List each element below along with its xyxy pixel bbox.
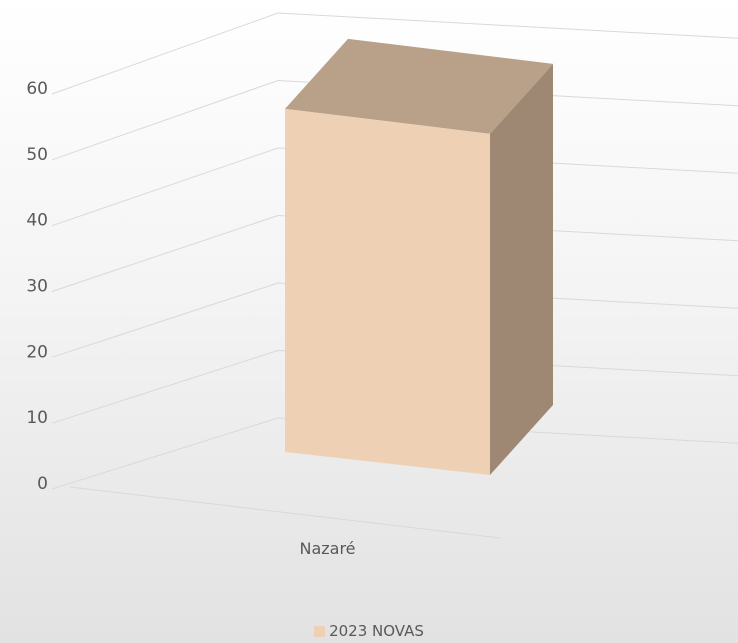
y-tick-label-60: 60 [26, 79, 48, 99]
bars [285, 38, 553, 476]
gridline-left-20 [51, 282, 279, 358]
gridline-left-30 [51, 215, 279, 292]
y-tick-label-30: 30 [26, 277, 48, 297]
y-tick-label-50: 50 [26, 145, 48, 165]
legend-swatch [314, 626, 326, 637]
gridline-left-40 [51, 147, 279, 227]
y-axis-ticks: 0 10 20 30 40 50 60 [26, 79, 48, 494]
x-category-label-0: Nazaré [299, 539, 355, 558]
legend-label: 2023 NOVAS [329, 622, 424, 640]
bar-side-0 [490, 63, 553, 476]
gridline-left-0 [51, 417, 279, 490]
legend: 2023 NOVAS [0, 622, 738, 640]
gridline-back-60 [277, 12, 738, 39]
floor-edge [69, 486, 501, 539]
x-axis-categories: Nazaré [299, 539, 355, 558]
gridline-left-50 [51, 80, 279, 161]
y-tick-label-40: 40 [26, 211, 48, 231]
gridline-left-60 [51, 12, 279, 95]
bar-top-0 [285, 38, 553, 134]
y-tick-label-20: 20 [26, 342, 48, 362]
bar-front-0 [285, 108, 490, 476]
gridline-left-10 [51, 350, 279, 424]
y-tick-label-10: 10 [26, 408, 48, 428]
y-tick-label-0: 0 [37, 474, 48, 494]
